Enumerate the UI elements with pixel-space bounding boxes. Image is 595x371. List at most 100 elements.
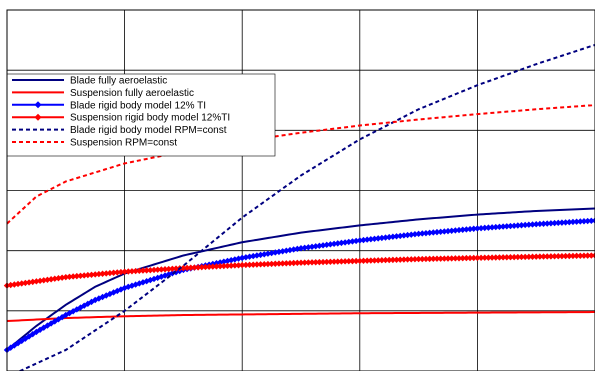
data-point-marker — [518, 253, 525, 261]
data-point-marker — [393, 233, 400, 240]
data-point-marker — [496, 223, 503, 231]
data-point-marker — [521, 253, 529, 261]
data-point-marker — [566, 252, 573, 260]
data-point-marker — [132, 267, 139, 275]
data-point-marker — [378, 234, 386, 242]
data-point-marker — [73, 306, 81, 313]
data-point-marker — [397, 232, 404, 240]
data-point-marker — [544, 253, 551, 260]
data-point-marker — [555, 219, 562, 227]
data-point-marker — [227, 262, 235, 269]
data-point-marker — [275, 260, 283, 267]
data-point-marker — [352, 257, 360, 265]
data-point-marker — [470, 225, 477, 232]
data-point-marker — [444, 227, 452, 235]
data-point-marker — [264, 260, 272, 268]
data-point-marker — [569, 218, 577, 226]
data-point-marker — [283, 260, 290, 267]
legend-label: Suspension rigid body model 12%TI — [70, 113, 230, 124]
data-point-marker — [485, 254, 492, 261]
series-5 — [17, 43, 595, 371]
data-point-marker — [378, 257, 386, 264]
data-point-marker — [121, 284, 128, 292]
data-point-marker — [452, 227, 459, 234]
data-point-marker — [389, 233, 397, 240]
data-point-marker — [411, 231, 419, 238]
data-point-marker — [496, 254, 503, 261]
data-point-marker — [485, 224, 492, 231]
data-point-marker — [363, 236, 371, 243]
data-point-marker — [588, 217, 595, 225]
data-point-marker — [209, 263, 216, 270]
data-point-marker — [499, 223, 507, 230]
data-point-marker — [150, 275, 158, 283]
data-point-marker — [382, 256, 389, 264]
data-point-marker — [580, 218, 588, 225]
legend-item: Blade rigid body model RPM=const — [12, 125, 227, 136]
data-point-marker — [529, 221, 536, 228]
data-point-marker — [573, 252, 580, 260]
data-point-marker — [470, 254, 477, 262]
data-point-marker — [246, 261, 253, 269]
data-point-marker — [319, 242, 327, 249]
data-point-marker — [584, 252, 591, 259]
data-point-marker — [577, 218, 584, 225]
series-line — [17, 43, 595, 371]
data-point-marker — [268, 260, 275, 268]
data-point-marker — [191, 264, 198, 271]
series-line — [6, 311, 595, 323]
data-point-marker — [514, 222, 522, 229]
data-point-marker — [507, 222, 514, 230]
data-point-marker — [183, 264, 191, 272]
data-point-marker — [437, 255, 444, 262]
data-point-marker — [297, 259, 305, 266]
data-point-marker — [419, 230, 426, 237]
data-point-marker — [136, 267, 143, 275]
data-point-marker — [73, 272, 81, 280]
data-point-marker — [510, 222, 518, 229]
data-point-marker — [540, 220, 547, 227]
series-line — [6, 104, 595, 225]
series-2 — [6, 311, 595, 323]
data-point-marker — [422, 255, 430, 263]
data-point-marker — [106, 269, 114, 277]
data-point-marker — [569, 252, 577, 260]
data-point-marker — [69, 273, 77, 280]
data-point-marker — [66, 309, 73, 317]
data-point-marker — [80, 272, 88, 279]
data-point-marker — [386, 233, 393, 241]
data-point-marker — [433, 255, 441, 262]
data-point-marker — [301, 244, 308, 251]
data-point-marker — [224, 262, 231, 270]
legend-marker — [34, 113, 42, 121]
data-point-marker — [533, 220, 540, 228]
data-point-marker — [110, 269, 117, 276]
data-point-marker — [525, 253, 533, 261]
data-point-marker — [514, 253, 522, 261]
data-point-marker — [555, 253, 562, 260]
data-point-marker — [459, 254, 466, 262]
data-point-marker — [547, 220, 555, 227]
data-point-marker — [187, 264, 194, 271]
data-point-marker — [533, 253, 540, 260]
data-point-marker — [220, 262, 228, 270]
data-point-marker — [544, 220, 551, 227]
data-point-marker — [426, 255, 433, 263]
data-point-marker — [430, 229, 437, 236]
data-point-marker — [393, 256, 400, 263]
data-point-marker — [103, 270, 110, 277]
data-point-marker — [334, 258, 341, 265]
data-point-marker — [415, 255, 422, 263]
data-point-marker — [558, 219, 566, 226]
data-point-marker — [235, 262, 242, 269]
data-point-marker — [294, 259, 301, 267]
data-point-marker — [231, 262, 239, 269]
data-point-marker — [66, 273, 73, 281]
data-point-marker — [371, 235, 378, 242]
data-point-marker — [345, 258, 352, 265]
data-point-marker — [371, 257, 378, 264]
data-point-marker — [360, 257, 367, 264]
data-point-marker — [139, 267, 147, 274]
data-point-marker — [77, 272, 84, 279]
